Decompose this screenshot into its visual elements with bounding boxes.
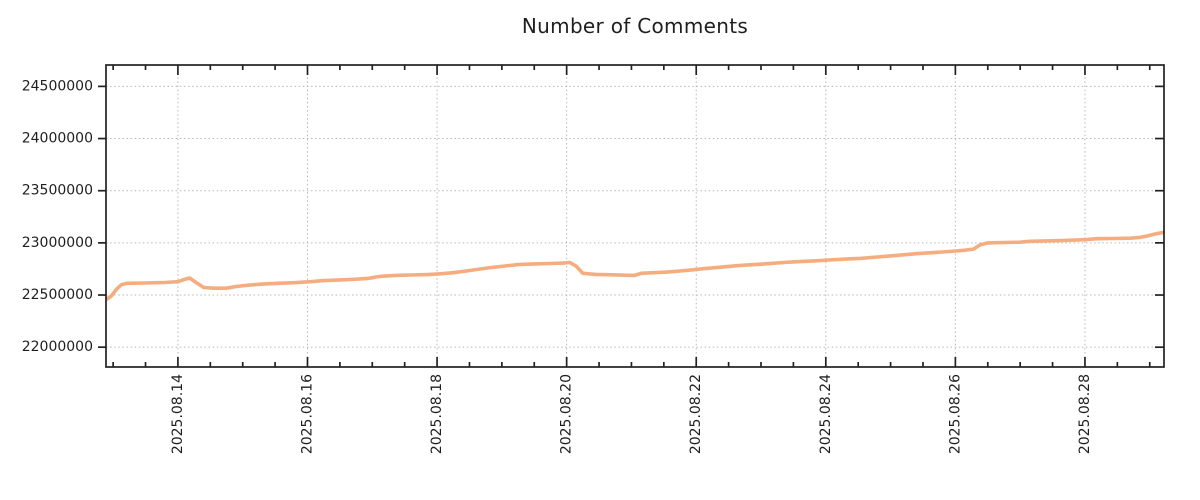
x-tick-label: 2025.08.28 (1077, 374, 1093, 454)
y-tick-label: 22500000 (22, 287, 93, 303)
x-tick-label: 2025.08.20 (559, 374, 575, 454)
x-tick-label: 2025.08.14 (170, 374, 186, 454)
y-tick-label: 24500000 (22, 78, 93, 94)
y-tick-label: 23000000 (22, 235, 93, 251)
x-tick-labels: 2025.08.14 2025.08.16 2025.08.18 2025.08.20… (170, 374, 1093, 454)
x-tick-label: 2025.08.22 (688, 374, 704, 454)
x-tick-label: 2025.08.16 (299, 374, 315, 454)
y-tick-label: 24000000 (22, 131, 93, 147)
x-tick-label: 2025.08.26 (947, 374, 963, 454)
axis-box (105, 64, 1165, 368)
y-tick-label: 22000000 (22, 339, 93, 355)
axes (98, 64, 1165, 368)
x-tick-label: 2025.08.24 (818, 374, 834, 454)
chart-title: Number of Comments (521, 14, 749, 38)
grid (106, 65, 1164, 367)
x-tick-label: 2025.08.18 (429, 374, 445, 454)
series-line-comments (106, 230, 1164, 302)
y-tick-labels: 22000000 22500000 23000000 23500000 24000000… (22, 78, 93, 355)
y-tick-label: 23500000 (22, 183, 93, 199)
